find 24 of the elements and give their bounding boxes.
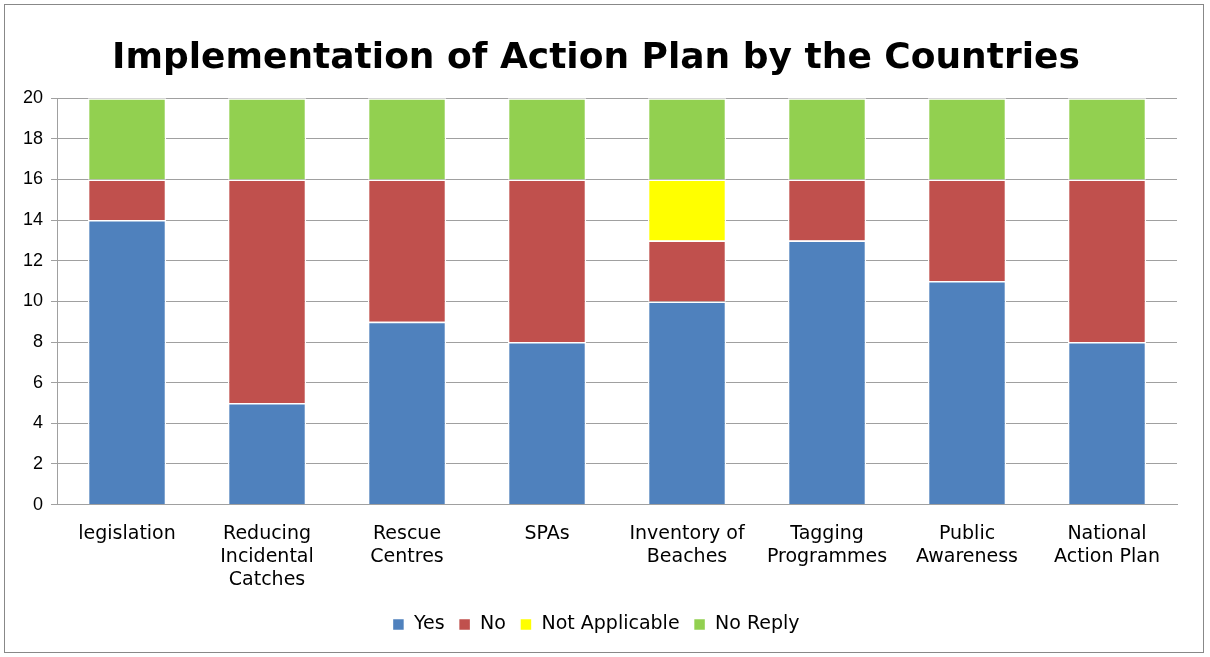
x-tick-label: Public Awareness [915, 520, 1019, 566]
legend-label: Yes [412, 611, 445, 634]
y-tick-label: 10 [22, 290, 44, 311]
y-tick-label: 4 [33, 412, 44, 433]
y-tick-label: 0 [33, 493, 44, 514]
y-tick-label: 18 [22, 127, 44, 148]
chart-title: Implementation of Action Plan by the Countries [112, 34, 1080, 76]
y-tick-label: 14 [22, 209, 44, 230]
x-tick-label: Inventory of Beaches [629, 520, 746, 566]
legend-label: No Reply [715, 611, 800, 634]
x-tick-label: Reducing Incidental Catches [220, 520, 314, 589]
x-tick-label: legislation [78, 520, 176, 543]
legend-label: No [480, 611, 506, 634]
y-tick-label: 2 [33, 452, 44, 473]
y-tick-label: 6 [33, 371, 44, 392]
x-tick-label: Tagging Programmes [766, 520, 888, 566]
x-tick-label: SPAs [524, 520, 570, 543]
y-tick-label: 12 [22, 249, 44, 270]
x-tick-label: National Action Plan [1054, 520, 1160, 566]
legend-label: Not Applicable [541, 611, 680, 634]
y-tick-label: 8 [33, 331, 44, 352]
x-tick-label: Rescue Centres [370, 520, 444, 566]
y-tick-label: 20 [22, 87, 44, 108]
y-tick-label: 16 [22, 168, 44, 189]
